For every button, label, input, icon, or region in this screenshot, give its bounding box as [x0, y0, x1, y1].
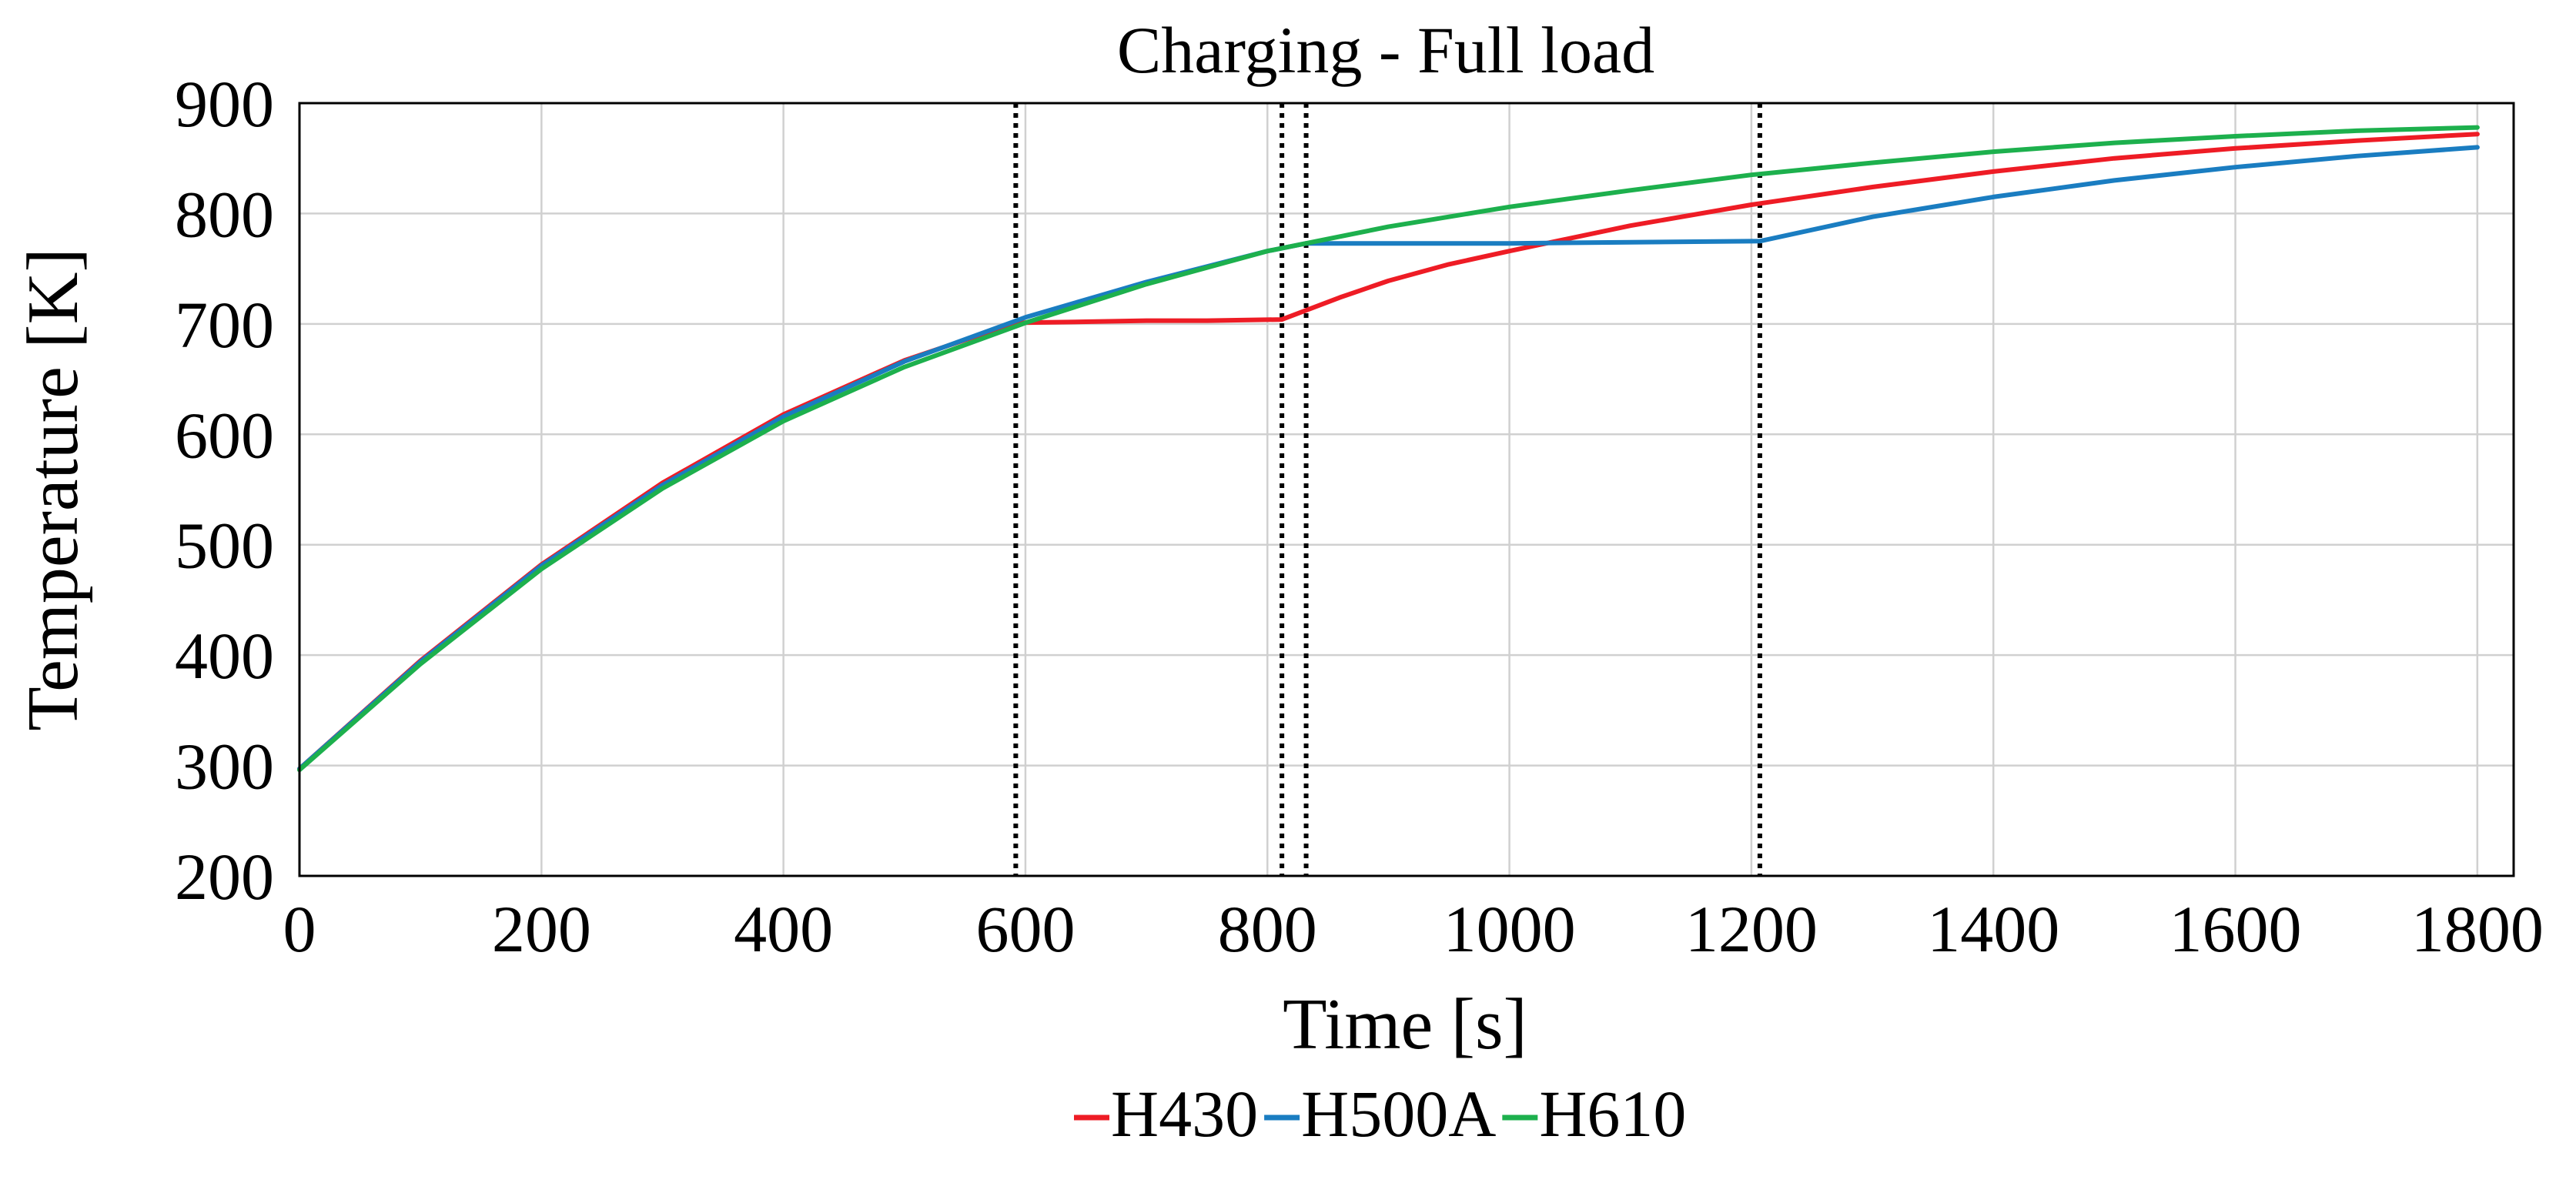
series-lines	[297, 125, 2480, 773]
y-tick-label-6: 800	[175, 177, 274, 251]
chart-title: Charging - Full load	[1117, 13, 1654, 87]
x-tick-labels: 0 200 400 600 800 1000 1200 1400 1600 1800	[283, 892, 2544, 966]
series-line-h500a	[297, 145, 2480, 771]
x-axis-label: Time [s]	[1283, 984, 1527, 1064]
x-tick-label-1: 200	[492, 892, 591, 966]
plot-frame	[298, 102, 2515, 877]
y-tick-label-7: 900	[175, 67, 274, 141]
y-tick-label-1: 300	[175, 730, 274, 804]
x-tick-label-3: 600	[975, 892, 1075, 966]
y-tick-label-2: 400	[175, 619, 274, 693]
x-tick-label-8: 1600	[2170, 892, 2302, 966]
legend-label-h610: H610	[1539, 1077, 1686, 1151]
legend-label-h500a: H500A	[1301, 1077, 1496, 1151]
y-tick-labels: 200 300 400 500 600 700 800 900	[175, 67, 274, 914]
series-line-h430	[297, 132, 2480, 771]
x-tick-label-5: 1000	[1444, 892, 1576, 966]
legend: H430 H500A H610	[1074, 1077, 1686, 1151]
x-tick-label-0: 0	[283, 892, 316, 966]
x-tick-label-9: 1800	[2411, 892, 2544, 966]
y-tick-label-5: 700	[175, 288, 274, 362]
x-tick-label-6: 1200	[1685, 892, 1818, 966]
grid	[298, 102, 2514, 877]
legend-label-h430: H430	[1111, 1077, 1258, 1151]
y-tick-label-0: 200	[175, 840, 274, 914]
y-tick-label-4: 600	[175, 398, 274, 472]
vertical-markers	[1013, 103, 1762, 876]
x-tick-label-4: 800	[1218, 892, 1317, 966]
y-axis-label: Temperature [K]	[13, 248, 93, 731]
series-line-h610	[297, 125, 2480, 773]
x-tick-label-7: 1400	[1927, 892, 2059, 966]
y-tick-label-3: 500	[175, 509, 274, 583]
x-tick-label-2: 400	[734, 892, 833, 966]
